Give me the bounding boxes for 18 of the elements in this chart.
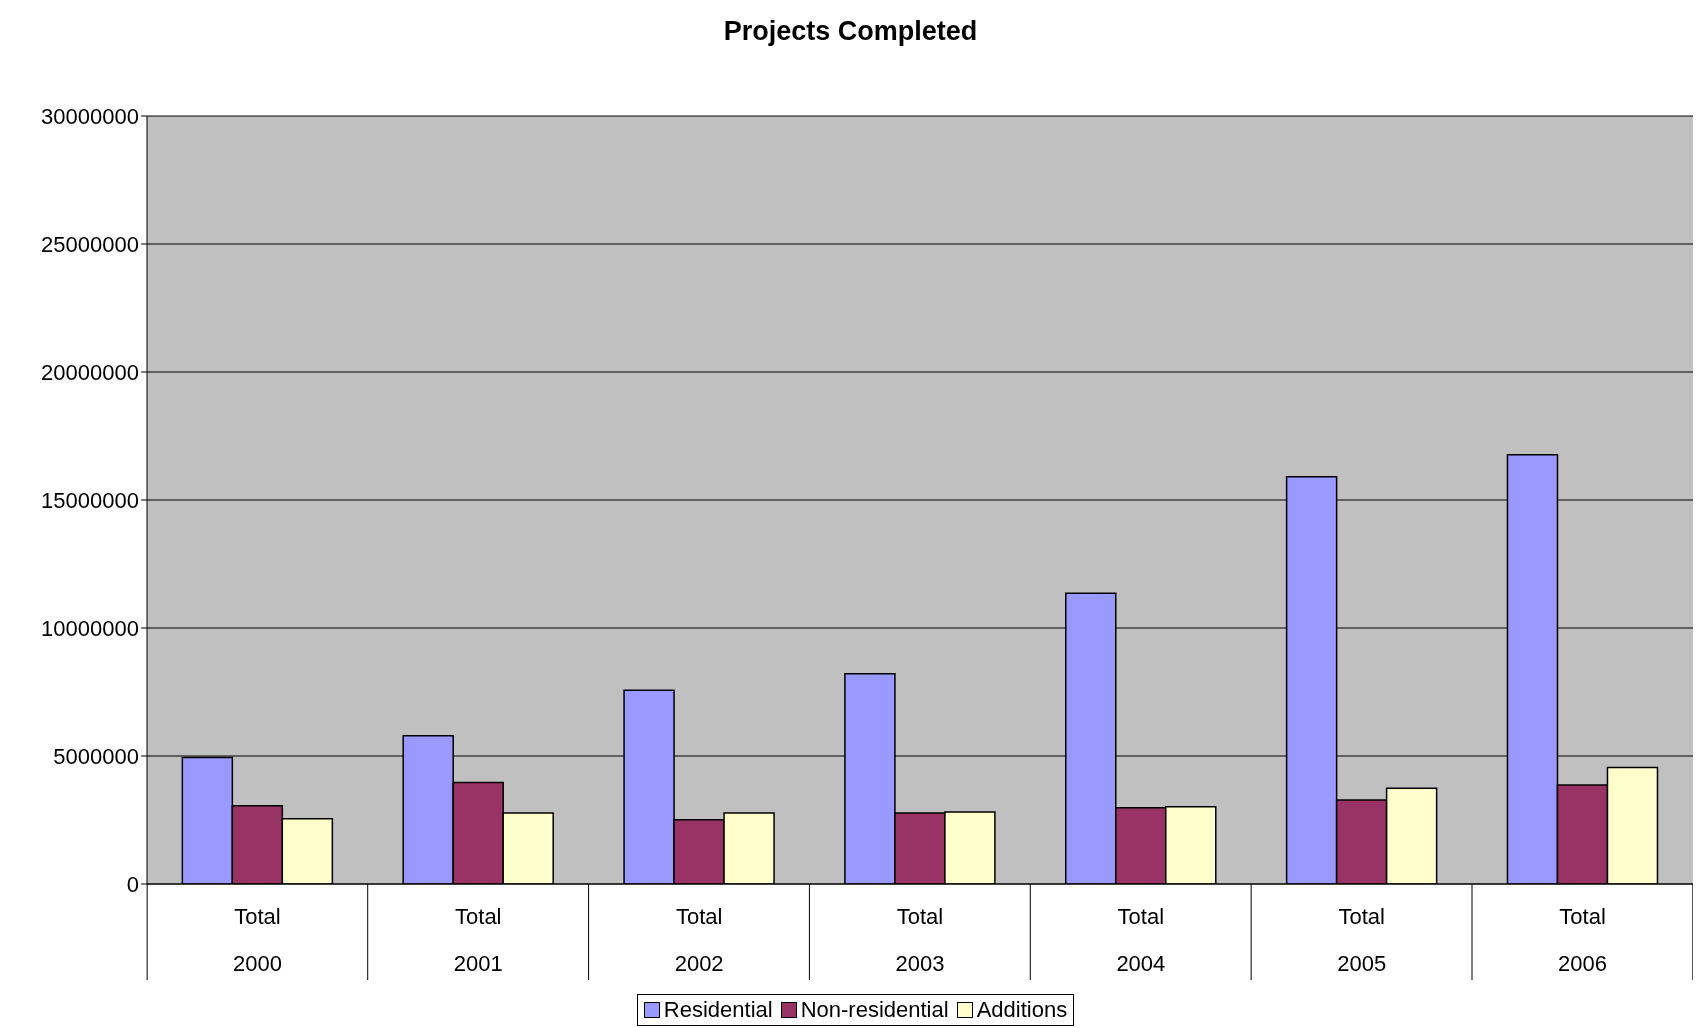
y-tick-label: 20000000 xyxy=(41,359,139,385)
x-tick-label: Total 2003 xyxy=(895,904,945,976)
y-tick-label: 25000000 xyxy=(41,231,139,257)
x-tick-label: Total 2000 xyxy=(232,904,282,976)
y-tick-label: 15000000 xyxy=(41,487,139,513)
x-tick-label: Total 2006 xyxy=(1558,904,1608,976)
legend-label: Additions xyxy=(975,997,1068,1023)
y-tick-label: 10000000 xyxy=(41,615,139,641)
y-tick-label: 0 xyxy=(126,871,139,897)
legend-label: Non-residential xyxy=(799,997,949,1023)
x-tick-label: Total 2005 xyxy=(1337,904,1387,976)
x-tick-label: Total 2001 xyxy=(453,904,503,976)
y-tick-label: 30000000 xyxy=(41,103,139,129)
legend-label: Residential xyxy=(662,997,773,1023)
y-tick-label: 5000000 xyxy=(53,743,139,769)
x-tick-label: Total 2002 xyxy=(674,904,724,976)
x-tick-label: Total 2004 xyxy=(1116,904,1166,976)
chart-title: Projects Completed xyxy=(722,15,979,48)
